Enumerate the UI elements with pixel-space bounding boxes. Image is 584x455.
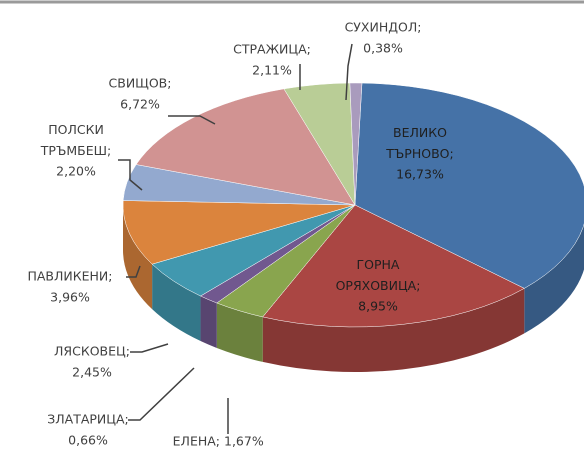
slice-value: 0,66%	[68, 433, 108, 448]
leader-line	[128, 367, 195, 421]
slice-value: 8,95%	[358, 299, 398, 314]
slice-side	[524, 224, 584, 334]
leader-line	[345, 43, 353, 101]
slice-side	[152, 264, 201, 342]
slice	[262, 204, 525, 328]
slice-value: 3,96%	[50, 290, 90, 305]
slice	[354, 82, 584, 289]
slice-label: ВЕЛИКО ТЪРНОВО;	[385, 125, 453, 161]
leader-line	[126, 265, 141, 278]
slice-label: СТРАЖИЦА;	[233, 42, 311, 57]
slice-label: ГОРНА ОРЯХОВИЦА;	[336, 257, 421, 293]
slice	[122, 200, 356, 265]
slice-label: ЛЯСКОВЕЦ;	[54, 344, 130, 359]
slice-label: ЕЛЕНА;	[173, 434, 220, 449]
slice-side	[216, 302, 263, 362]
slice-label: СУХИНДОЛ;	[345, 20, 422, 35]
slice-value: 2,45%	[72, 365, 112, 380]
leader-line	[130, 343, 169, 353]
slice-value: 1,67%	[224, 434, 264, 449]
slice-side	[200, 296, 217, 348]
slice-side	[262, 288, 525, 372]
slice-side	[122, 205, 153, 310]
leader-line	[168, 115, 216, 125]
slice-value: 0,38%	[363, 41, 403, 56]
slice-value: 6,72%	[120, 97, 160, 112]
slice-value: 16,73%	[396, 167, 444, 182]
slice-label: ЗЛАТАРИЦА;	[47, 412, 129, 427]
slice	[135, 88, 356, 206]
slice-value: 2,20%	[56, 164, 96, 179]
slice	[349, 82, 363, 206]
slice-value: 2,11%	[252, 63, 292, 78]
slice-label: ПОЛСКИ ТРЪМБЕШ;	[40, 122, 111, 158]
slice-label: СВИЩОВ;	[109, 76, 172, 91]
slice-label: ПАВЛИКЕНИ;	[27, 269, 112, 284]
leader-line	[118, 159, 143, 191]
